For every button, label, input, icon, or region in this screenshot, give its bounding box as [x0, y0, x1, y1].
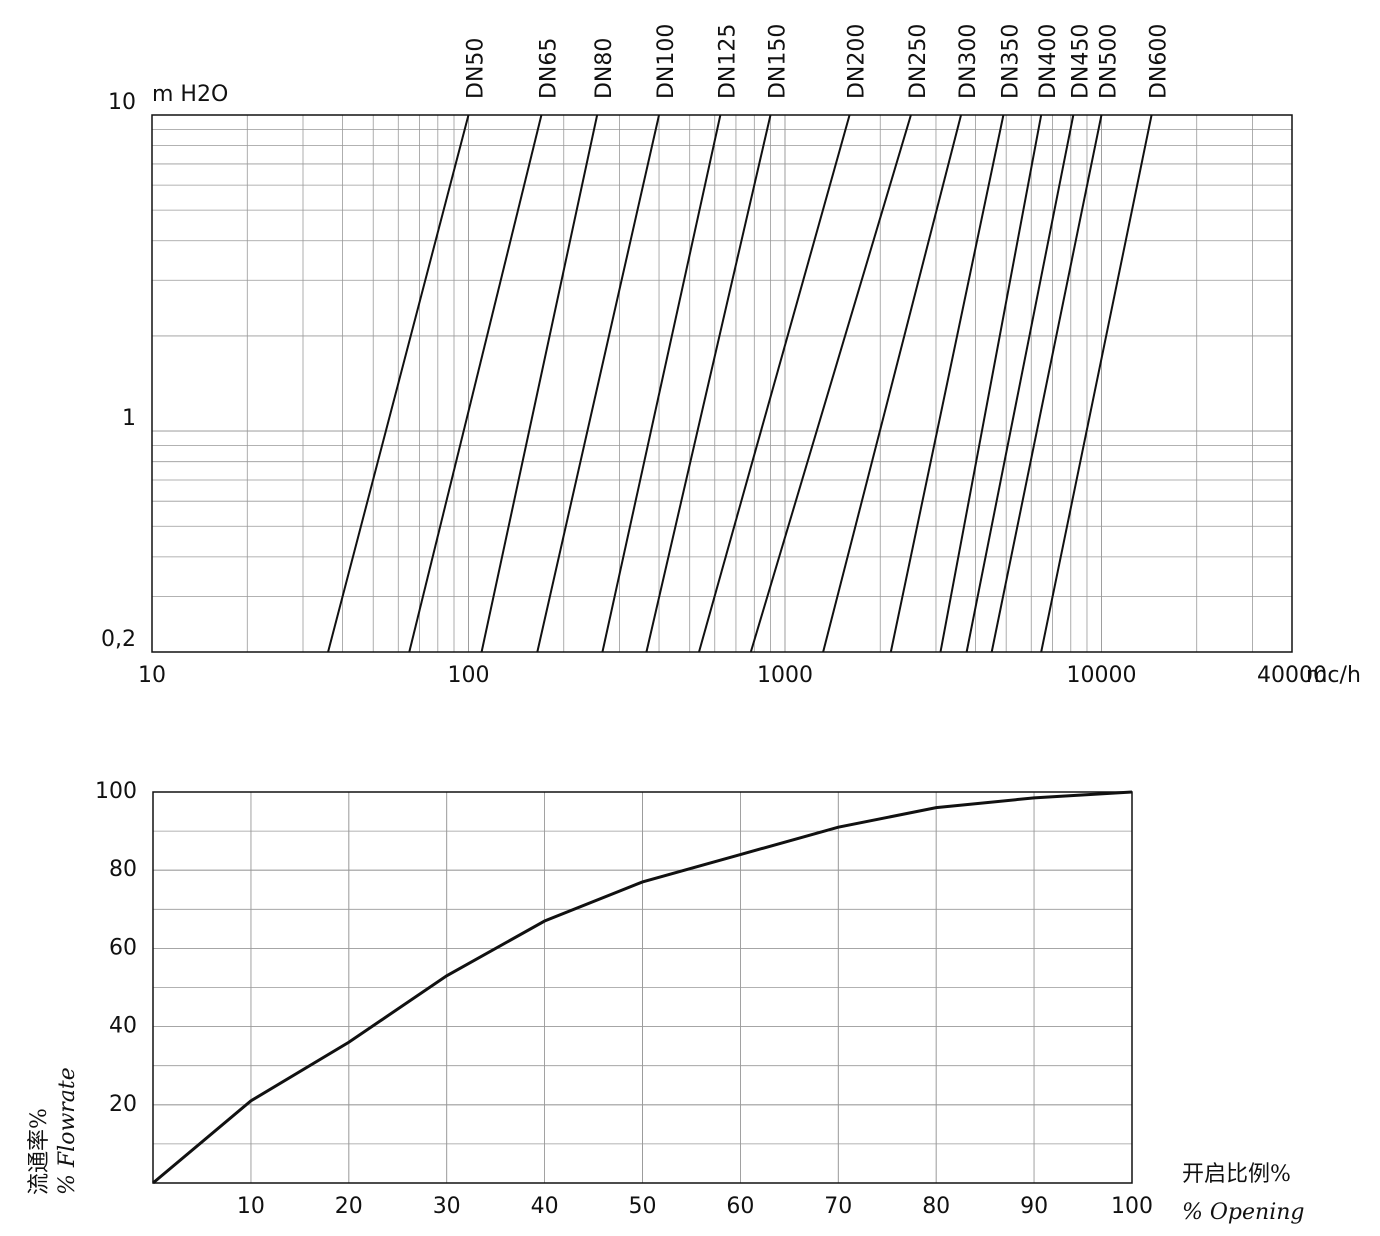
- series-label: DN65: [536, 38, 561, 99]
- series-label: DN125: [715, 24, 740, 99]
- series-label: DN450: [1068, 24, 1093, 99]
- y-tick-label: 40: [109, 1014, 137, 1039]
- curve: [1040, 114, 1153, 653]
- x-tick-label: 10000: [1066, 663, 1136, 688]
- curve: [327, 114, 470, 653]
- curve: [965, 114, 1075, 653]
- y-tick-label: 10: [108, 90, 136, 115]
- series-label: DN150: [765, 24, 790, 99]
- curve: [601, 114, 722, 653]
- x-tick-label: 10: [237, 1194, 265, 1219]
- series-label: DN600: [1147, 24, 1172, 99]
- y-tick-label: 0,2: [101, 627, 136, 652]
- series-label: DN250: [906, 24, 931, 99]
- curve: [536, 114, 661, 653]
- curve: [698, 114, 851, 653]
- curve: [480, 114, 599, 653]
- x-tick-label: 40000: [1257, 663, 1327, 688]
- series-label: DN80: [592, 38, 617, 99]
- x-tick-label: 100: [1111, 1194, 1153, 1219]
- x-tick-label: 70: [824, 1194, 852, 1219]
- y-tick-label: 60: [109, 935, 137, 960]
- y-tick-label: 1: [122, 406, 136, 431]
- x-label-sub: % Opening: [1182, 1200, 1305, 1225]
- y-unit: m H2O: [152, 82, 228, 107]
- curve: [889, 114, 1005, 653]
- y-label: 流通率%: [27, 1108, 52, 1195]
- x-tick-label: 10: [138, 663, 166, 688]
- y-tick-label: 100: [95, 779, 137, 804]
- series-label: DN50: [463, 38, 488, 99]
- x-tick-label: 50: [629, 1194, 657, 1219]
- series-label: DN500: [1096, 24, 1121, 99]
- x-unit: mc/h: [1306, 663, 1361, 688]
- series-label: DN300: [956, 24, 981, 99]
- x-tick-label: 30: [433, 1194, 461, 1219]
- series-label: DN100: [654, 24, 679, 99]
- curve: [152, 790, 1133, 1185]
- curve: [822, 114, 963, 653]
- curve: [749, 114, 912, 653]
- x-tick-label: 40: [531, 1194, 559, 1219]
- x-tick-label: 60: [726, 1194, 754, 1219]
- series-label: DN400: [1036, 24, 1061, 99]
- x-tick-label: 80: [922, 1194, 950, 1219]
- x-tick-label: 90: [1020, 1194, 1048, 1219]
- x-tick-label: 1000: [757, 663, 813, 688]
- plot-frame: [151, 114, 1293, 653]
- plot-frame: [152, 791, 1133, 1184]
- series-label: DN350: [998, 24, 1023, 99]
- x-tick-label: 100: [447, 663, 489, 688]
- x-tick-label: 20: [335, 1194, 363, 1219]
- y-tick-label: 20: [109, 1092, 137, 1117]
- curve: [939, 114, 1043, 653]
- y-tick-label: 80: [109, 857, 137, 882]
- curve: [990, 114, 1103, 653]
- series-label: DN200: [845, 24, 870, 99]
- curve: [645, 114, 772, 653]
- y-label-sub: % Flowrate: [55, 1067, 80, 1195]
- curve: [408, 114, 543, 653]
- x-label: 开启比例%: [1182, 1162, 1291, 1187]
